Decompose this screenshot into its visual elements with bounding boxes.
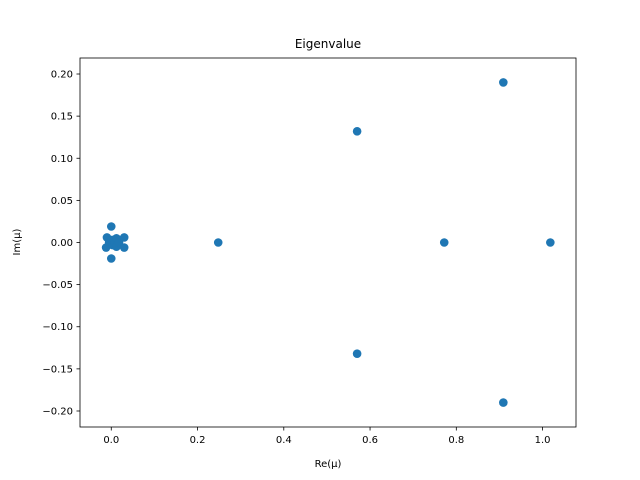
data-point: [352, 126, 362, 136]
data-point: [352, 349, 362, 359]
y-tick-label: 0.05: [51, 196, 73, 207]
y-tick-label: 0.20: [51, 70, 73, 81]
y-tick-label: 0.10: [51, 154, 73, 165]
x-axis-label: Re(μ): [315, 459, 342, 470]
y-tick-label: −0.10: [42, 322, 73, 333]
data-point: [546, 238, 555, 247]
y-tick-label: 0.15: [51, 112, 73, 123]
data-point: [499, 398, 508, 407]
y-tick-label: −0.20: [42, 406, 73, 417]
x-tick-label: 0.8: [448, 435, 464, 446]
data-point: [439, 238, 449, 247]
chart-title: Eigenvalue: [295, 37, 361, 51]
x-tick-label: 0.4: [276, 435, 292, 446]
data-point: [213, 238, 223, 247]
data-point: [119, 243, 129, 252]
x-tick-label: 1.0: [535, 435, 551, 446]
data-point: [106, 254, 116, 263]
data-point: [119, 233, 129, 242]
data-point: [499, 78, 508, 87]
y-tick-label: −0.15: [42, 364, 73, 375]
y-tick-label: 0.00: [51, 238, 73, 249]
y-axis-label: Im(μ): [12, 228, 23, 255]
data-point: [106, 222, 116, 231]
x-tick-label: 0.0: [103, 435, 119, 446]
x-tick-label: 0.2: [190, 435, 206, 446]
x-tick-label: 0.6: [362, 435, 378, 446]
y-tick-label: −0.05: [42, 280, 73, 291]
plot-area: 0.0 0.2 0.4 0.6 0.8 1.0 0.20 0.15 0.10 0.05 0.00 −0…: [42, 57, 577, 446]
